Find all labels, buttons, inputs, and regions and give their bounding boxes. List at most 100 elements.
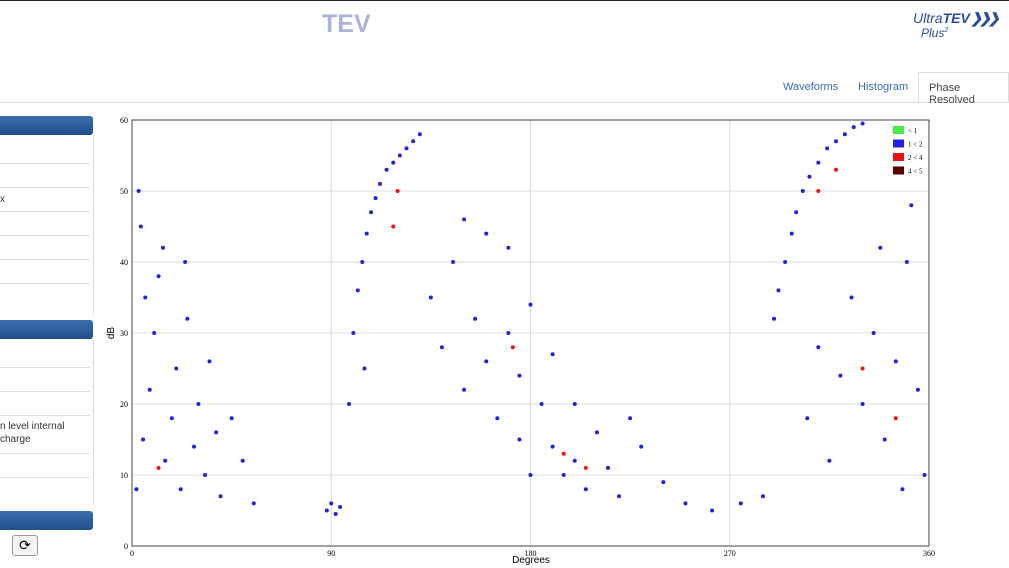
point <box>377 181 382 186</box>
point <box>138 224 143 229</box>
point <box>882 437 887 442</box>
point <box>333 512 338 517</box>
point <box>825 146 830 151</box>
point <box>329 501 334 506</box>
y-tick-label: 30 <box>120 329 128 338</box>
logo: UltraTEV ❯❯❯ <box>913 10 1000 26</box>
point <box>738 501 743 506</box>
row <box>0 259 90 284</box>
point <box>816 189 821 193</box>
point <box>355 288 360 293</box>
x-tick-label: 270 <box>724 549 736 558</box>
point <box>789 231 794 236</box>
point <box>800 189 805 193</box>
point <box>900 487 905 492</box>
tab[interactable]: Histogram <box>858 81 909 93</box>
top-border <box>0 0 1009 1</box>
point <box>871 331 876 335</box>
row <box>0 235 90 260</box>
tab[interactable]: Waveforms <box>783 81 839 93</box>
y-tick-label: 10 <box>120 471 128 480</box>
point <box>196 402 201 406</box>
point <box>572 402 577 406</box>
point <box>417 132 422 137</box>
legend-swatch <box>893 153 904 161</box>
row-text: x <box>0 194 5 205</box>
row-text: charge <box>0 434 31 445</box>
panel <box>0 339 94 505</box>
point <box>860 366 865 371</box>
point <box>251 501 256 506</box>
legend-swatch <box>893 139 904 148</box>
y-tick-label: 0 <box>124 542 128 551</box>
point <box>827 458 832 463</box>
x-tick-label: 180 <box>525 549 537 558</box>
row-text: n level internal <box>0 421 65 432</box>
point <box>572 458 577 463</box>
point <box>661 480 666 485</box>
point <box>528 473 533 477</box>
logo-tev: TEV <box>942 10 970 26</box>
point <box>893 359 898 364</box>
point <box>373 196 378 201</box>
point <box>772 316 777 321</box>
point <box>816 345 821 350</box>
point <box>834 167 839 172</box>
point <box>860 402 865 406</box>
point <box>878 245 883 250</box>
point <box>136 189 141 193</box>
point <box>229 416 234 421</box>
row <box>0 415 90 454</box>
point <box>922 473 927 477</box>
point <box>517 373 522 378</box>
logo-sup: 2 <box>944 27 949 34</box>
logo-plus-text: Plus <box>921 26 945 40</box>
point <box>364 231 369 236</box>
point <box>860 121 865 126</box>
point <box>134 487 139 492</box>
point <box>346 402 351 406</box>
point <box>805 416 810 421</box>
point <box>760 494 765 499</box>
point <box>683 501 688 506</box>
point <box>506 245 511 250</box>
row <box>0 211 90 236</box>
x-tick-label: 0 <box>130 549 134 558</box>
point <box>156 465 161 470</box>
point <box>462 217 467 222</box>
point <box>909 203 914 208</box>
point <box>141 437 146 442</box>
point <box>207 359 212 364</box>
point <box>324 508 329 513</box>
y-tick-label: 50 <box>120 187 128 196</box>
point <box>397 153 402 158</box>
point <box>214 430 219 435</box>
point <box>710 508 715 513</box>
row <box>0 391 90 416</box>
y-tick-label: 60 <box>120 116 128 125</box>
point <box>411 139 416 144</box>
refresh-button[interactable]: ⟳ <box>12 535 38 556</box>
point <box>218 494 223 499</box>
x-tick-label: 360 <box>923 549 935 558</box>
logo-ultra: Ultra <box>913 10 943 26</box>
row <box>0 343 90 368</box>
point <box>451 260 456 264</box>
point <box>183 260 188 264</box>
row <box>0 163 90 188</box>
legend-swatch <box>893 166 904 175</box>
point <box>794 210 799 215</box>
app-title: TEV <box>322 10 371 38</box>
point <box>838 373 843 378</box>
point <box>776 288 781 293</box>
point <box>915 387 920 392</box>
point <box>807 174 812 179</box>
tab-line <box>0 102 1009 103</box>
point <box>360 260 365 264</box>
point <box>816 160 821 165</box>
legend-label: 4 < 5 <box>908 168 923 176</box>
y-axis-label: dB <box>106 327 117 340</box>
point <box>561 451 566 456</box>
point <box>391 160 396 165</box>
